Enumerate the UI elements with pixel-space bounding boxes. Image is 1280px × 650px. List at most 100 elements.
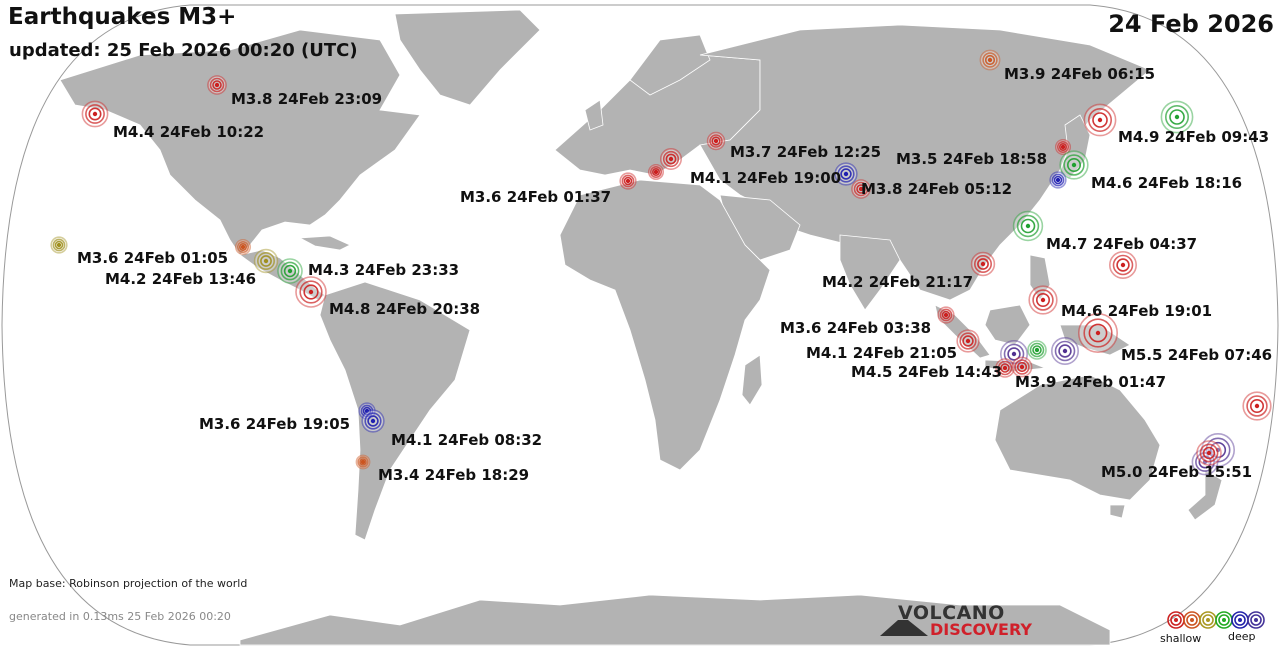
legend-ring [1234, 614, 1246, 626]
quake-ring [367, 415, 379, 427]
quake-ring [651, 168, 660, 177]
quake-label: M3.9 24Feb 01:47 [1015, 373, 1166, 391]
quake-epicenter [1011, 351, 1017, 357]
quake-marker[interactable] [1055, 139, 1072, 156]
quake-ring [209, 77, 225, 93]
legend-dot [1190, 618, 1194, 622]
quake-ring [237, 241, 250, 254]
quake-marker[interactable] [1049, 171, 1067, 189]
quake-ring [1169, 109, 1185, 125]
quake-ring [280, 261, 300, 281]
australia [994, 374, 1161, 501]
quake-ring [1088, 323, 1108, 343]
quake-marker[interactable] [295, 276, 327, 308]
quake-marker[interactable] [706, 131, 726, 151]
quake-marker[interactable] [1242, 391, 1272, 421]
quake-marker[interactable] [1011, 356, 1033, 378]
scandinavia [629, 34, 711, 96]
quake-label: M3.4 24Feb 18:29 [378, 466, 529, 484]
quake-label: M3.8 24Feb 05:12 [861, 180, 1012, 198]
quake-marker[interactable] [1083, 103, 1117, 137]
quake-marker[interactable] [647, 164, 664, 181]
map-date: 24 Feb 2026 [1108, 10, 1274, 38]
quake-marker[interactable] [1051, 336, 1080, 365]
quake-marker[interactable] [619, 172, 637, 190]
logo-line1: VOLCANO [898, 602, 1005, 624]
map-base-note: Map base: Robinson projection of the wor… [9, 577, 248, 590]
quake-ring [709, 134, 723, 148]
quake-ring [623, 176, 633, 186]
quake-ring [1250, 398, 1265, 413]
quake-marker[interactable] [361, 409, 385, 433]
quake-marker[interactable] [1059, 150, 1089, 180]
british-isles [584, 99, 604, 131]
quake-ring [1016, 214, 1040, 238]
quake-ring [364, 412, 382, 430]
quake-epicenter [240, 244, 246, 250]
japan [1059, 114, 1091, 179]
quake-ring [357, 456, 369, 468]
quake-ring [982, 52, 998, 68]
quake-marker[interactable] [956, 329, 980, 353]
legend-ring [1170, 614, 1182, 626]
quake-marker[interactable] [659, 148, 682, 171]
quake-ring [1063, 154, 1085, 176]
quake-marker[interactable] [235, 239, 252, 256]
quake-marker[interactable] [970, 251, 996, 277]
quake-marker[interactable] [995, 358, 1015, 378]
legend-deep-label: deep [1228, 630, 1256, 643]
quake-ring [662, 150, 680, 168]
legend-dot [1206, 618, 1210, 622]
quake-ring [303, 284, 319, 300]
logo-line2: DISCOVERY [930, 620, 1033, 639]
quake-epicenter [370, 418, 376, 424]
asia [699, 24, 1151, 301]
quake-ring [1202, 446, 1216, 460]
generated-note: generated in 0.13ms 25 Feb 2026 00:20 [9, 610, 231, 623]
quake-marker[interactable] [277, 258, 303, 284]
quake-marker[interactable] [50, 236, 68, 254]
quake-marker[interactable] [851, 179, 871, 199]
quake-epicenter [1040, 297, 1046, 303]
quake-epicenter [1174, 114, 1180, 120]
quake-marker[interactable] [1196, 440, 1222, 466]
quake-ring [1057, 141, 1070, 154]
legend-ring [1247, 611, 1265, 629]
south-america [319, 281, 471, 541]
quake-ring [359, 458, 367, 466]
quake-epicenter [308, 289, 314, 295]
volcano-discovery-logo[interactable]: VOLCANO DISCOVERY [880, 602, 1040, 642]
quake-epicenter [92, 111, 98, 117]
quake-ring [1051, 173, 1065, 187]
quake-marker[interactable] [1028, 285, 1058, 315]
quake-label: M3.6 24Feb 19:05 [199, 415, 350, 433]
greenland [394, 9, 541, 106]
quake-marker[interactable] [937, 306, 955, 324]
quake-ring [962, 335, 974, 347]
quake-ring [711, 136, 721, 146]
quake-ring [997, 360, 1013, 376]
quake-ring [256, 252, 275, 271]
quake-epicenter [980, 261, 986, 267]
quake-marker[interactable] [1078, 312, 1119, 353]
quake-marker[interactable] [979, 49, 1001, 71]
quake-ring [1199, 443, 1219, 463]
quake-ring [1003, 343, 1025, 365]
quake-marker[interactable] [1160, 100, 1194, 134]
quake-ring [1246, 395, 1268, 417]
quake-marker[interactable] [1109, 251, 1138, 280]
quake-label: M5.5 24Feb 07:46 [1121, 346, 1272, 364]
quake-marker[interactable] [1012, 210, 1044, 242]
quake-marker[interactable] [355, 454, 371, 470]
quake-marker[interactable] [834, 162, 858, 186]
quake-label: M4.9 24Feb 09:43 [1118, 128, 1269, 146]
quake-epicenter [843, 171, 849, 177]
quake-label: M3.6 24Feb 01:37 [460, 188, 611, 206]
quake-marker[interactable] [207, 75, 227, 95]
legend-dot [1222, 618, 1226, 622]
quake-marker[interactable] [253, 248, 279, 274]
quake-ring [941, 310, 951, 320]
quake-marker[interactable] [1027, 340, 1047, 360]
quake-marker[interactable] [81, 100, 109, 128]
